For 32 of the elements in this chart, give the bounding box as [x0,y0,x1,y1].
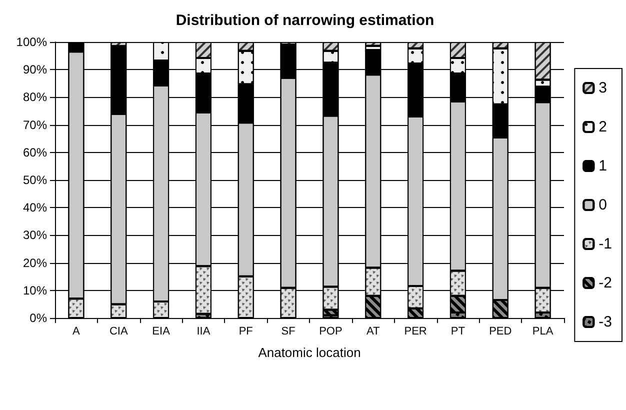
y-tick-label: 10% [22,283,48,298]
x-tick-label: AT [366,326,380,338]
x-tick-label: EIA [152,326,171,338]
y-tick-label: 50% [22,173,48,187]
y-tick-label: 30% [22,228,48,242]
x-tick-label: A [72,326,81,338]
legend-label: -2 [598,274,612,292]
y-tick-label: 80% [22,90,48,104]
y-tick-label: 0% [30,311,48,325]
y-tick-label: 40% [22,200,48,215]
y-tick-label: 20% [22,256,48,270]
x-tick-label: CIA [109,326,128,338]
legend-label: 3 [598,80,608,96]
x-tick-label: PF [238,326,254,338]
x-tick-label: PLA [532,326,554,338]
x-tick-label: IIA [196,326,211,338]
legend-label: -3 [598,314,612,330]
x-tick-label: PER [404,326,427,338]
x-axis-title: Anatomic location [258,345,361,360]
y-tick-label: 90% [22,62,48,77]
chart-title: Distribution of narrowing estimation [176,12,434,29]
x-tick-label: PED [489,326,512,338]
y-tick-label: 60% [22,145,48,160]
x-tick-label: SF [281,326,296,338]
x-tick-label: POP [319,326,342,338]
legend-label: 1 [598,158,608,174]
x-tick-label: PT [450,326,466,338]
y-tick-label: 70% [22,118,48,132]
legend-label: -1 [598,236,612,252]
legend-label: 2 [598,118,608,136]
legend-label: 0 [598,196,608,214]
y-tick-label: 100% [16,35,48,49]
